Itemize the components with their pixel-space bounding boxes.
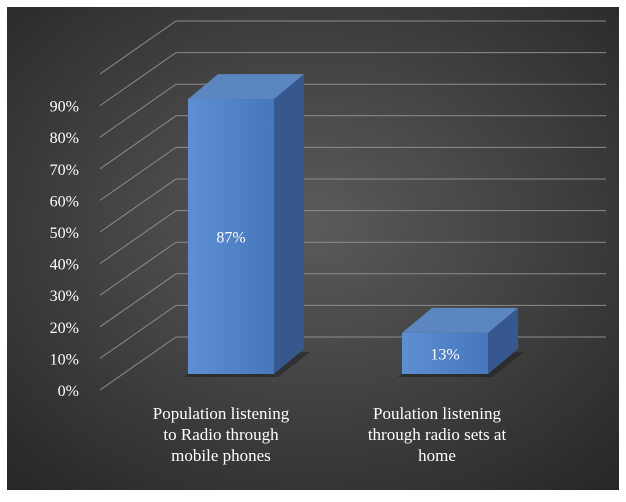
- category-label-line: to Radio through: [163, 425, 279, 444]
- y-tick-label: 60%: [50, 193, 79, 210]
- y-tick-label: 40%: [50, 257, 79, 274]
- category-label: Population listening to Radio through mobi…: [153, 404, 290, 465]
- bar: 87%: [184, 74, 310, 377]
- gridline: [99, 273, 606, 328]
- plot-background: [7, 7, 619, 490]
- bar-top: [402, 307, 518, 333]
- y-tick-label: 70%: [50, 162, 79, 179]
- y-tick-label: 50%: [50, 225, 79, 242]
- gridline: [99, 115, 606, 170]
- bar-side: [488, 307, 518, 374]
- bar-top: [188, 74, 304, 100]
- bar: 13%: [398, 307, 524, 377]
- y-axis: 0% 10% 20% 30% 40% 50% 60% 70% 80% 90%: [50, 99, 79, 400]
- bar-front: [188, 99, 274, 374]
- y-tick-label: 80%: [50, 130, 79, 147]
- y-tick-label: 20%: [50, 320, 79, 337]
- y-tick-label: 90%: [50, 99, 79, 116]
- data-label: 87%: [216, 230, 245, 247]
- gridline: [99, 178, 606, 233]
- gridline: [99, 146, 606, 201]
- gridlines: [99, 20, 606, 391]
- category-label-line: Population listening: [153, 404, 290, 423]
- y-tick-label: 0%: [58, 383, 79, 400]
- gridline: [99, 241, 606, 296]
- data-label: 13%: [430, 346, 459, 363]
- category-label-line: mobile phones: [171, 446, 271, 465]
- category-label-line: home: [418, 446, 456, 465]
- y-tick-label: 30%: [50, 288, 79, 305]
- gridline: [99, 83, 606, 138]
- bar-front: [402, 332, 488, 374]
- gridline: [99, 52, 606, 107]
- category-label-line: Poulation listening: [373, 404, 501, 423]
- gridline: [99, 210, 606, 265]
- gridline: [99, 304, 606, 359]
- category-label: Poulation listening through radio sets at…: [368, 404, 507, 465]
- bar-side: [274, 74, 304, 374]
- bars: 87% 13%: [184, 74, 524, 377]
- category-label-line: through radio sets at: [368, 425, 507, 444]
- y-tick-label: 10%: [50, 351, 79, 368]
- x-axis: Population listening to Radio through mobi…: [153, 404, 507, 465]
- gridline: [99, 20, 606, 75]
